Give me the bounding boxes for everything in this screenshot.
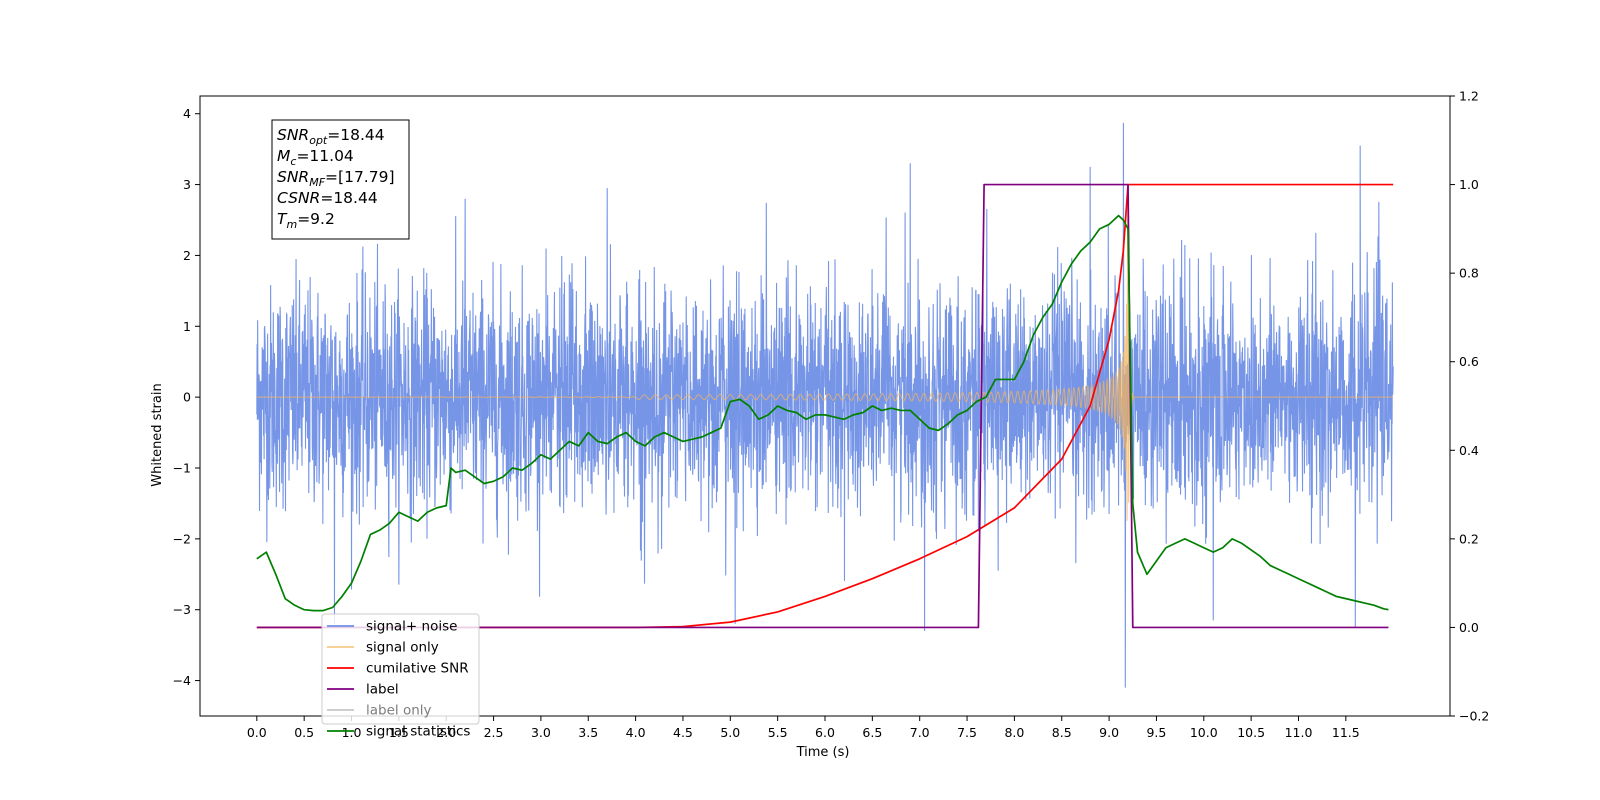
- x-tick-label: 9.5: [1146, 725, 1166, 740]
- y-axis-left: 4 3 2 1 0 −1 −2 −3 −4: [173, 106, 200, 688]
- x-axis: 0.0 0.5 1.0 1.5 2.0 2.5 3.0 3.5 4.0 4.5 5.0 5.5 6.0 6…: [247, 716, 1360, 740]
- x-tick-label: 5.5: [768, 725, 788, 740]
- stats-line: CSNR=18.44: [277, 189, 378, 207]
- legend-entry-label: label: [366, 682, 399, 698]
- x-tick-label: 3.5: [578, 725, 598, 740]
- stats-line: Tm=9.2: [277, 210, 335, 231]
- y-tick-label-left: −1: [173, 461, 191, 476]
- series-signal-statistics-line: [256, 214, 1389, 612]
- stats-value: =9.2: [297, 210, 335, 228]
- stats-line: SNRopt=18.44: [277, 126, 385, 147]
- stats-subscript: c: [290, 155, 296, 168]
- stats-value: =[17.79]: [325, 168, 394, 186]
- y-axis-label: Whitened strain: [150, 383, 165, 486]
- y-tick-label-right: 0.0: [1459, 620, 1479, 635]
- stats-symbol: CSNR: [277, 189, 320, 207]
- stats-subscript: opt: [309, 134, 328, 147]
- x-tick-label: 9.0: [1099, 725, 1119, 740]
- y-tick-label-right: 0.2: [1459, 531, 1479, 546]
- x-tick-label: 0.5: [294, 725, 314, 740]
- x-tick-label: 10.0: [1190, 725, 1218, 740]
- stats-symbol: SNR: [277, 126, 309, 144]
- x-tick-label: 7.0: [910, 725, 930, 740]
- legend-frame: [321, 613, 480, 725]
- y-tick-label-right: 1.2: [1459, 89, 1479, 104]
- x-tick-label: 1.0: [342, 725, 362, 740]
- stats-value: =18.44: [320, 189, 377, 207]
- x-tick-label: 1.5: [389, 725, 409, 740]
- stats-subscript: MF: [309, 176, 325, 189]
- stats-box: SNRopt=18.44Mc=11.04SNRMF=[17.79]CSNR=18…: [271, 119, 410, 240]
- stats-value: =11.04: [296, 147, 353, 165]
- series-signal-only-line: [256, 191, 1394, 521]
- x-tick-label: 11.0: [1285, 725, 1313, 740]
- stats-subscript: m: [286, 218, 297, 231]
- legend-entry-label: signal+ noise: [366, 619, 457, 635]
- stats-symbol: SNR: [277, 168, 309, 186]
- x-axis-label: Time (s): [796, 745, 850, 760]
- y-tick-label-left: −3: [173, 602, 191, 617]
- stats-symbol: M: [277, 147, 290, 165]
- x-tick-label: 7.5: [957, 725, 977, 740]
- series-signal-noise-line: [256, 122, 1394, 688]
- legend-entry-label: cumilative SNR: [366, 661, 469, 677]
- x-tick-label: 4.5: [673, 725, 693, 740]
- stats-line: SNRMF=[17.79]: [277, 168, 395, 189]
- x-tick-label: 6.5: [862, 725, 882, 740]
- y-tick-label-left: 0: [183, 390, 191, 405]
- x-tick-label: 6.0: [815, 725, 835, 740]
- x-tick-label: 0.0: [247, 725, 267, 740]
- y-tick-label-left: −4: [173, 673, 191, 688]
- stats-value: =18.44: [327, 126, 384, 144]
- x-tick-label: 2.0: [436, 725, 456, 740]
- legend-entry-label: label only: [366, 703, 432, 719]
- y-tick-label-left: 3: [183, 177, 191, 192]
- stats-line: Mc=11.04: [277, 147, 354, 168]
- y-tick-label-left: 2: [183, 248, 191, 263]
- legend-entry-label: signal statistics: [366, 724, 470, 740]
- stats-box-frame: [271, 119, 410, 240]
- x-tick-label: 8.0: [1004, 725, 1024, 740]
- x-tick-label: 2.5: [484, 725, 504, 740]
- legend-entry-label: signal only: [366, 640, 439, 656]
- x-tick-label: 10.5: [1237, 725, 1265, 740]
- x-tick-label: 4.0: [626, 725, 646, 740]
- y-tick-label-right: 1.0: [1459, 177, 1479, 192]
- x-tick-label: 3.0: [531, 725, 551, 740]
- y-tick-label-right: 0.4: [1459, 443, 1479, 458]
- y-tick-label-right: −0.2: [1459, 709, 1489, 724]
- stats-symbol: T: [277, 210, 288, 228]
- x-tick-label: 11.5: [1332, 725, 1360, 740]
- y-axis-right: 1.2 1.0 0.8 0.6 0.4 0.2 0.0 −0.2: [1450, 89, 1489, 724]
- y-tick-label-right: 0.8: [1459, 266, 1479, 281]
- y-tick-label-left: −2: [173, 531, 191, 546]
- x-tick-label: 5.0: [720, 725, 740, 740]
- series-layer: [256, 122, 1394, 688]
- legend: signal+ noise signal only cumilative SNR la…: [321, 613, 480, 740]
- x-tick-label: 8.5: [1052, 725, 1072, 740]
- y-tick-label-right: 0.6: [1459, 354, 1479, 369]
- y-tick-label-left: 4: [183, 106, 191, 121]
- series-label-line: [256, 183, 1389, 629]
- y-tick-label-left: 1: [183, 319, 191, 334]
- series-cumilative-snr-line: [256, 183, 1394, 629]
